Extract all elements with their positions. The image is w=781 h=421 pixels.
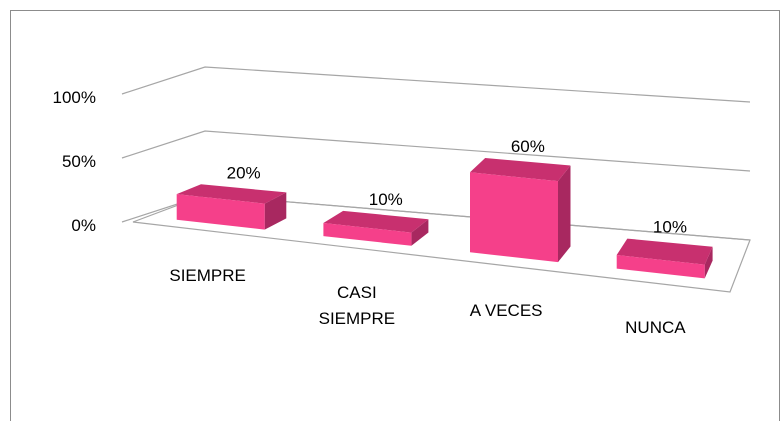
x-tick-label: CASI SIEMPRE bbox=[318, 283, 396, 329]
value-label: 10% bbox=[369, 190, 403, 209]
bar-side bbox=[558, 165, 571, 263]
bar-front bbox=[470, 172, 558, 263]
value-label: 10% bbox=[653, 218, 687, 237]
bar-top bbox=[323, 210, 429, 233]
bar-side bbox=[264, 192, 287, 230]
y-tick-label: 0% bbox=[71, 216, 96, 235]
y-tick-label: 100% bbox=[53, 88, 96, 107]
grid-line bbox=[121, 66, 751, 103]
bar-front bbox=[323, 223, 412, 246]
bar-front bbox=[176, 194, 265, 230]
bar bbox=[176, 184, 287, 230]
bar-side bbox=[411, 219, 429, 246]
bar-front bbox=[616, 255, 705, 279]
bar-top bbox=[616, 238, 713, 265]
chart-frame bbox=[10, 10, 780, 421]
x-tick-label: SIEMPRE bbox=[169, 265, 246, 285]
value-label: 20% bbox=[227, 163, 261, 182]
bar bbox=[470, 158, 571, 263]
bar-side bbox=[704, 246, 713, 279]
value-label: 60% bbox=[511, 137, 545, 156]
bar bbox=[616, 238, 713, 279]
x-tick-label: NUNCA bbox=[625, 318, 686, 338]
grid-line bbox=[121, 130, 751, 172]
bar bbox=[323, 210, 429, 246]
bar-top bbox=[176, 184, 287, 204]
x-tick-label: A VECES bbox=[469, 300, 543, 320]
bar-top bbox=[470, 158, 571, 182]
y-tick-label: 50% bbox=[62, 152, 96, 171]
